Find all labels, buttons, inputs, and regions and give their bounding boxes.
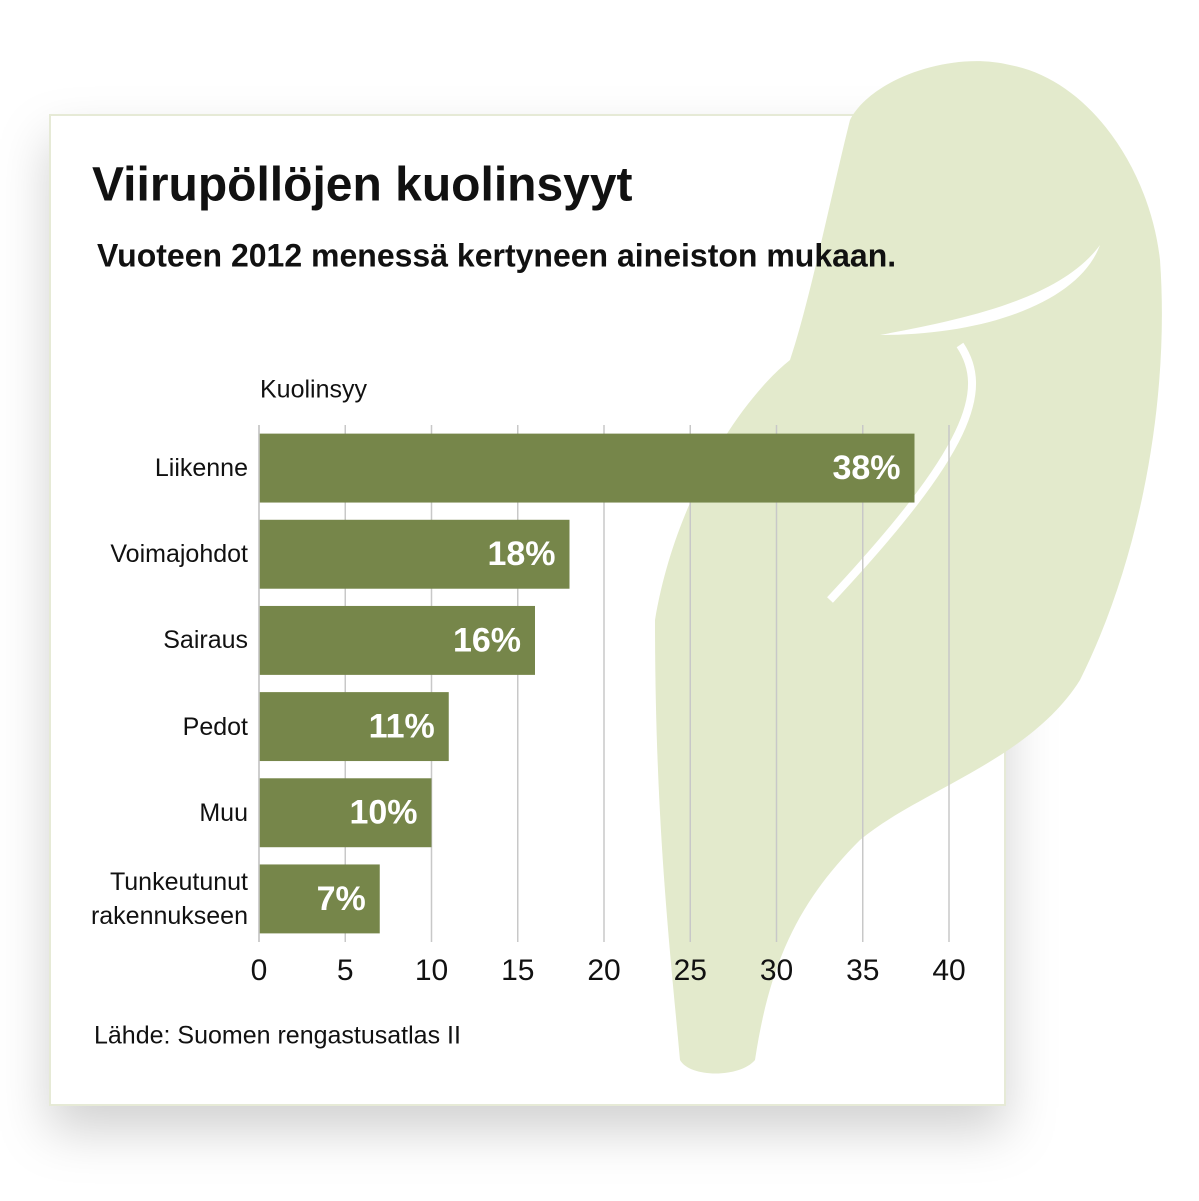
x-tick-label: 40 [932, 954, 965, 987]
chart-subtitle: Vuoteen 2012 menessä kertyneen aineiston… [97, 237, 896, 273]
source: Lähde: Suomen rengastusatlas II [94, 1022, 461, 1050]
category-label: Muu [58, 773, 248, 853]
x-tick-label: 20 [587, 954, 620, 987]
category-label: Voimajohdot [58, 514, 248, 594]
value-label: 11% [369, 708, 435, 746]
category-text: Liikenne [154, 454, 248, 483]
plot: 0 5 10 15 20 25 30 35 40 38% 18% 16% 11% 10% 7% [251, 425, 966, 987]
bar [259, 692, 449, 762]
x-tick-label: 35 [846, 954, 879, 987]
axis-label: Kuolinsyy [260, 376, 367, 404]
value-label: 16% [453, 621, 521, 659]
x-tick-label: 0 [251, 954, 268, 987]
x-tick-label: 25 [674, 954, 707, 987]
x-tick-label: 30 [760, 954, 793, 987]
x-tick-label: 5 [337, 954, 354, 987]
category-label: Tunkeutunut rakennukseen [58, 859, 248, 939]
owl-detail [880, 245, 1100, 335]
value-label: 38% [832, 449, 900, 487]
bar [259, 605, 535, 675]
value-label: 10% [349, 794, 417, 832]
category-text: Tunkeutunut rakennukseen [90, 867, 248, 930]
category-text: Muu [199, 798, 248, 827]
bar [259, 778, 432, 848]
category-label: Sairaus [58, 600, 248, 680]
value-label: 7% [317, 880, 366, 918]
bar [259, 864, 380, 934]
bar [259, 433, 915, 503]
bar [259, 519, 570, 589]
x-tick-label: 15 [501, 954, 534, 987]
chart-title: Viirupöllöjen kuolinsyyt [92, 159, 633, 212]
category-text: Voimajohdot [110, 540, 248, 569]
category-label: Pedot [58, 687, 248, 767]
category-text: Sairaus [163, 626, 248, 655]
owl-silhouette [655, 61, 1162, 1074]
owl-detail [827, 342, 976, 603]
category-text: Pedot [182, 712, 248, 741]
x-tick-label: 10 [415, 954, 448, 987]
value-label: 18% [487, 535, 555, 573]
category-label: Liikenne [58, 428, 248, 508]
